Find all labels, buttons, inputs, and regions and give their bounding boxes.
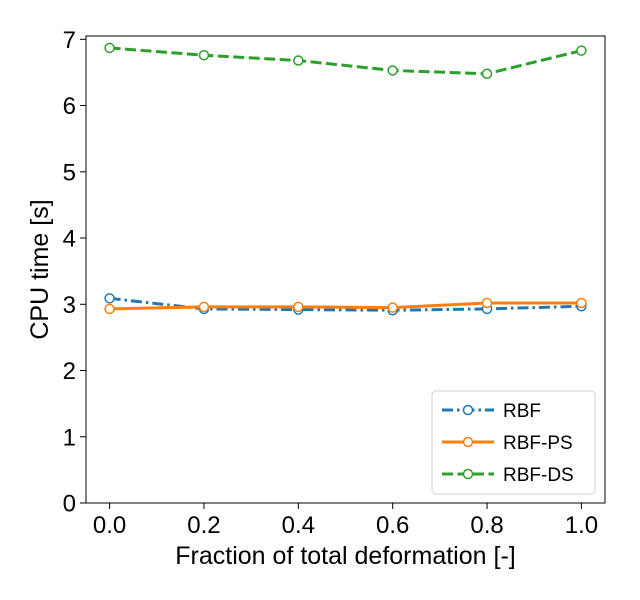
legend: RBF RBF-PS RBF-DS [431, 390, 596, 495]
data-point [104, 293, 115, 304]
legend-marker [462, 436, 474, 448]
data-point [293, 55, 304, 66]
y-tick-label: 4 [63, 226, 76, 253]
series-line [109, 301, 582, 311]
y-tick-label: 1 [63, 424, 76, 451]
series-line [109, 46, 582, 76]
x-tick-label: 0.0 [93, 512, 126, 539]
data-point [198, 301, 210, 313]
x-axis-label: Fraction of total deformation [-] [175, 542, 515, 570]
y-tick-label: 2 [63, 358, 76, 385]
data-point [293, 301, 304, 313]
y-tick-label: 5 [63, 159, 76, 186]
x-tick-label: 0.4 [282, 512, 315, 539]
x-axis-ticks: 0.0 0.2 0.4 0.6 0.8 1.0 [93, 503, 598, 539]
series-layer [104, 42, 587, 316]
x-tick-label: 0.8 [470, 512, 503, 539]
data-point [104, 303, 115, 315]
series-rbf-ps [104, 297, 587, 315]
legend-label: RBF [503, 401, 541, 422]
legend-box [431, 390, 596, 495]
data-point [387, 302, 398, 313]
legend-label: RBF-DS [503, 465, 574, 486]
legend-entry-rbf-ps: RBF-PS [442, 433, 573, 454]
legend-marker [462, 404, 474, 416]
data-point [104, 42, 115, 54]
plot-area [85, 35, 606, 504]
y-axis-label: CPU time [s] [26, 199, 54, 339]
data-point [481, 297, 493, 309]
x-tick-label: 0.2 [187, 512, 220, 539]
plot-frame [85, 35, 606, 504]
data-point [198, 49, 210, 61]
y-tick-label: 0 [63, 491, 76, 518]
data-point [576, 297, 587, 309]
data-point [576, 45, 587, 56]
data-point [387, 65, 398, 76]
data-point [481, 68, 493, 80]
y-axis-ticks: 0 1 2 3 4 5 6 7 [63, 27, 86, 518]
x-tick-label: 1.0 [565, 512, 598, 539]
y-tick-label: 7 [63, 27, 76, 54]
y-tick-label: 3 [63, 292, 76, 319]
legend-entry-rbf-ds: RBF-DS [442, 465, 574, 486]
legend-marker [462, 468, 474, 480]
series-line [109, 296, 582, 312]
legend-entry-rbf: RBF [442, 401, 541, 422]
x-tick-label: 0.6 [376, 512, 409, 539]
y-tick-label: 6 [63, 93, 76, 120]
legend-entries: RBF RBF-PS RBF-DS [442, 401, 574, 486]
legend-label: RBF-PS [503, 433, 573, 454]
series-rbf-ds [104, 42, 587, 80]
